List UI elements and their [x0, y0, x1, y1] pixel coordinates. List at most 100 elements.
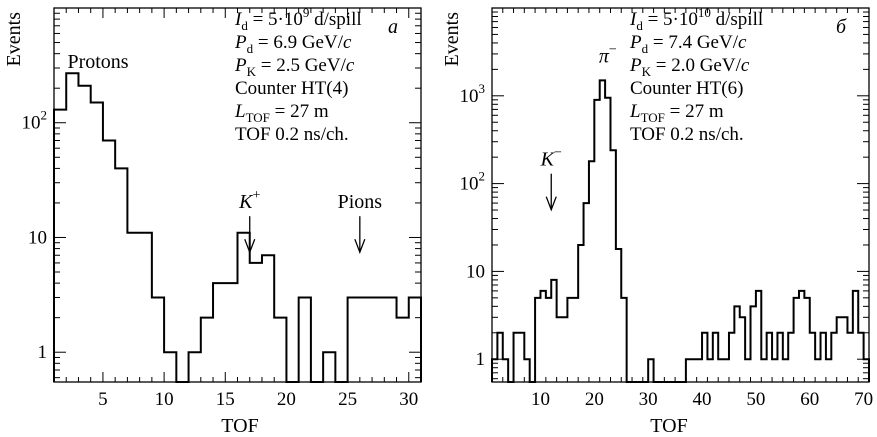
histogram-bin: [772, 359, 777, 382]
info-symbol: P: [234, 32, 247, 53]
histogram-bin: [103, 141, 115, 382]
histogram-bin: [78, 86, 90, 382]
histogram-bin: [262, 255, 274, 382]
histogram-bin: [783, 359, 788, 382]
info-subscript: d: [247, 41, 254, 56]
y-axis-label: Events: [441, 12, 463, 67]
histogram-bin: [837, 317, 842, 382]
y-tick-base: 10: [466, 261, 485, 282]
histogram-bin: [702, 333, 707, 382]
y-tick-base: 1: [38, 342, 48, 363]
histogram-bin: [697, 359, 702, 382]
histogram-bin: [842, 317, 847, 382]
info-subscript: d: [642, 41, 649, 56]
histogram-bin: [557, 317, 562, 382]
histogram-bin: [115, 168, 127, 382]
histogram-series: [491, 79, 870, 383]
y-tick-label: 102: [22, 108, 48, 134]
info-text: = 6.9 GeV/: [253, 32, 344, 53]
histogram-bin: [546, 298, 551, 382]
histogram-bin: [551, 280, 556, 382]
info-symbol: P: [234, 55, 247, 76]
info-line: Id = 5·109 d/spill: [234, 5, 362, 33]
histogram-bin: [788, 333, 793, 382]
info-symbol: L: [234, 101, 246, 122]
histogram-bin: [756, 291, 761, 382]
x-tick-label: 30: [399, 389, 418, 410]
x-axis-label: TOF: [221, 415, 258, 437]
info-symbol: L: [629, 101, 641, 122]
histogram-bin: [864, 359, 869, 382]
x-tick-label: 30: [639, 389, 658, 410]
histogram-bin: [66, 73, 78, 382]
info-subscript: TOF: [246, 110, 270, 125]
x-tick-label: 40: [693, 389, 712, 410]
info-symbol: P: [629, 55, 642, 76]
info-text: d/spill: [309, 9, 361, 30]
info-line: PK = 2.5 GeV/c: [234, 55, 355, 79]
info-symbol: P: [629, 32, 642, 53]
histogram-bin: [397, 318, 409, 382]
histogram-bin: [767, 333, 772, 382]
y-tick-exponent: 3: [479, 81, 486, 96]
y-tick-base: 1: [476, 349, 486, 370]
info-text: = 5·10: [643, 9, 698, 30]
histogram-bin: [573, 298, 578, 382]
info-symbol: I: [234, 9, 243, 30]
histogram-bin: [578, 245, 583, 382]
histogram-bin: [745, 359, 750, 382]
info-subscript: TOF: [641, 110, 665, 125]
y-tick-label: 1: [476, 349, 486, 370]
y-tick-base: 10: [460, 86, 479, 107]
info-text: c: [346, 55, 355, 76]
annotation-text: K: [540, 149, 556, 171]
histogram-bin: [713, 333, 718, 382]
annotation-arrowhead: [354, 238, 366, 254]
histogram-bin: [127, 233, 139, 382]
info-text: c: [741, 55, 750, 76]
y-tick-label: 103: [460, 81, 486, 107]
info-line: Id = 5·1010 d/spill: [629, 5, 763, 33]
annotation-superscript: +: [252, 188, 260, 203]
info-text: d/spill: [711, 9, 763, 30]
info-line: Counter HT(4): [235, 78, 348, 99]
info-text: = 2.0 GeV/: [651, 55, 742, 76]
info-line: LTOF = 27 m: [234, 101, 329, 125]
x-tick-label: 20: [277, 389, 296, 410]
histogram-bin: [54, 110, 66, 382]
annotation-superscript: −: [554, 146, 562, 161]
histogram-bin: [751, 306, 756, 382]
histogram-bin: [594, 100, 599, 382]
histogram-bin: [761, 359, 766, 382]
histogram-bin: [815, 359, 820, 382]
histogram-bin: [514, 333, 519, 382]
histogram-bin: [589, 161, 594, 382]
annotation-arrowhead: [545, 196, 557, 212]
histogram-bin: [152, 297, 164, 382]
histogram-bin: [616, 249, 621, 382]
histogram-bin: [826, 359, 831, 382]
histogram-bin: [519, 333, 524, 382]
histogram-bin: [718, 359, 723, 382]
info-subscript: d: [636, 18, 643, 33]
annotation-text: K: [238, 191, 254, 213]
histogram-bin: [503, 359, 508, 382]
x-tick-label: 5: [98, 389, 108, 410]
x-tick-label: 10: [155, 389, 174, 410]
annotation-label: K+: [238, 188, 260, 213]
y-axis-label: Events: [3, 12, 25, 67]
histogram-bin: [724, 359, 729, 382]
histogram-bin: [189, 352, 201, 382]
info-line: Pd = 7.4 GeV/c: [629, 32, 747, 56]
histogram-bin: [323, 352, 335, 382]
info-text: c: [343, 32, 352, 53]
annotation-label: π−: [599, 42, 617, 67]
histogram-bin: [804, 298, 809, 382]
histogram-series: [53, 72, 422, 383]
x-axis-label: TOF: [650, 415, 687, 437]
y-tick-label: 10: [28, 227, 47, 248]
histogram-bin: [497, 333, 502, 382]
histogram-bin: [562, 317, 567, 382]
annotation-arrowhead: [244, 238, 256, 254]
